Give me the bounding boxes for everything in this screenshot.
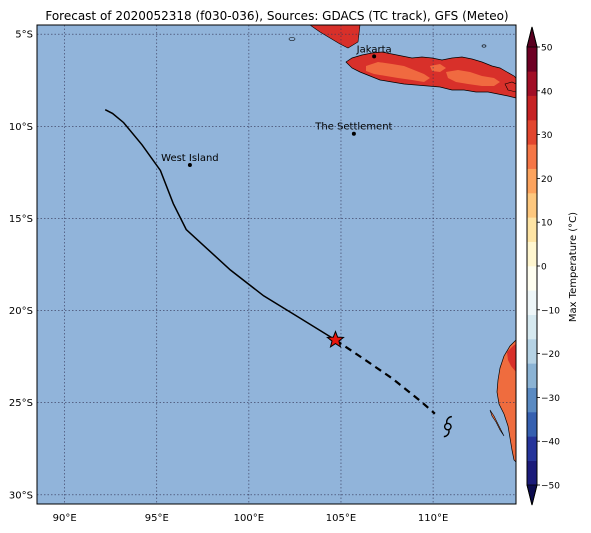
lon-tick-label: 110°E <box>418 513 448 524</box>
lon-tick-label: 90°E <box>53 513 77 524</box>
colorbar-tick-label: −40 <box>541 438 560 448</box>
colorbar-segment <box>527 314 537 340</box>
java-hot-region <box>366 62 430 82</box>
lat-tick-label: 20°S <box>9 306 33 317</box>
colorbar-under-arrow <box>526 484 538 506</box>
current-position-star-icon <box>326 330 345 349</box>
small-island <box>288 37 296 41</box>
colorbar-segment <box>527 47 537 72</box>
australia-landmass <box>496 339 516 463</box>
graticule <box>37 25 516 504</box>
place-dot-icon <box>187 163 192 168</box>
lon-tick-label: 105°E <box>326 513 356 524</box>
cyclone-track <box>104 109 452 438</box>
colorbar-tick-label: −20 <box>541 350 560 360</box>
australia-hot-region <box>507 344 516 372</box>
colorbar-segment <box>527 95 537 121</box>
lat-tick-label: 10°S <box>9 122 33 133</box>
colorbar-label: Max Temperature (°C) <box>568 212 579 322</box>
colorbar-segment <box>527 460 537 486</box>
colorbar-tick-label: 40 <box>541 87 553 97</box>
place-label: West Island <box>161 153 219 164</box>
land-layer <box>288 25 516 463</box>
colorbar-segment <box>527 363 537 388</box>
past-track-line <box>104 109 336 341</box>
lat-tick-label: 25°S <box>9 398 33 409</box>
colorbar-tick-label: 10 <box>541 219 553 229</box>
bali-island <box>504 81 516 93</box>
place-markers: Jakarta The Settlement West Island <box>161 44 393 168</box>
colorbar-segment <box>527 193 537 218</box>
colorbar-tick-label: 30 <box>541 131 553 141</box>
map-frame <box>36 24 517 505</box>
lat-tick-label: 5°S <box>15 30 33 41</box>
lon-tick-label: 100°E <box>234 513 264 524</box>
colorbar-segment <box>527 412 537 437</box>
colorbar-tick-label: 0 <box>541 263 547 273</box>
axis-tick-labels: 90°E 95°E 100°E 105°E 110°E 5°S 10°S 15°S 20°S 25… <box>9 30 448 524</box>
lat-tick-label: 30°S <box>9 490 33 501</box>
colorbar-tick-label: 20 <box>541 175 553 185</box>
place-dot-icon <box>351 131 356 136</box>
colorbar-segment <box>527 144 537 169</box>
colorbar-tick-label: 50 <box>541 44 553 54</box>
shark-bay-islands <box>489 409 505 437</box>
colorbar-segment <box>527 120 537 145</box>
place-label: Jakarta <box>356 44 392 55</box>
small-island <box>481 44 487 48</box>
place-dot-icon <box>372 54 377 59</box>
lon-tick-label: 95°E <box>145 513 169 524</box>
java-hot-region <box>446 70 500 86</box>
colorbar-segment <box>527 168 537 194</box>
colorbar-over-arrow <box>526 26 538 48</box>
sumatra-landmass <box>309 25 361 49</box>
place-label: The Settlement <box>314 122 392 133</box>
colorbar-segment <box>527 217 537 242</box>
colorbar-tick-label: −10 <box>541 306 560 316</box>
colorbar-segment <box>527 71 537 96</box>
lat-tick-label: 15°S <box>9 214 33 225</box>
java-hot-region <box>430 64 446 72</box>
colorbar-segment <box>527 436 537 461</box>
colorbar-segment <box>527 290 537 315</box>
forecast-track-line <box>334 339 436 415</box>
ocean-background <box>37 25 516 504</box>
colorbar-segment <box>527 266 537 291</box>
colorbar-segment <box>527 241 537 267</box>
map-title: Forecast of 2020052318 (f030-036), Sourc… <box>45 9 508 23</box>
temperature-colorbar: 50 40 30 20 10 0 −10 −20 −30 −40 −50 <box>526 26 560 506</box>
colorbar-tick-label: −50 <box>541 482 560 492</box>
colorbar-tick-label: −30 <box>541 394 560 404</box>
colorbar-segment <box>527 339 537 364</box>
colorbar-segment <box>527 387 537 413</box>
cyclone-symbol-icon <box>443 415 452 438</box>
